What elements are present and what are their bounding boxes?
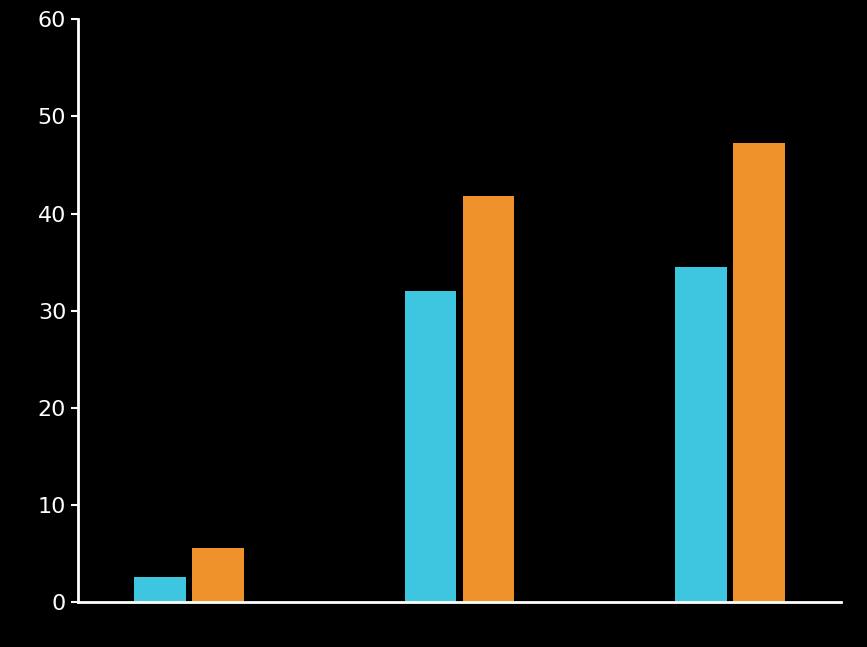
Bar	[192, 548, 244, 602]
Bar	[463, 196, 514, 602]
Bar	[405, 291, 456, 602]
Bar	[134, 577, 186, 602]
Bar	[675, 267, 727, 602]
Bar	[733, 143, 785, 602]
